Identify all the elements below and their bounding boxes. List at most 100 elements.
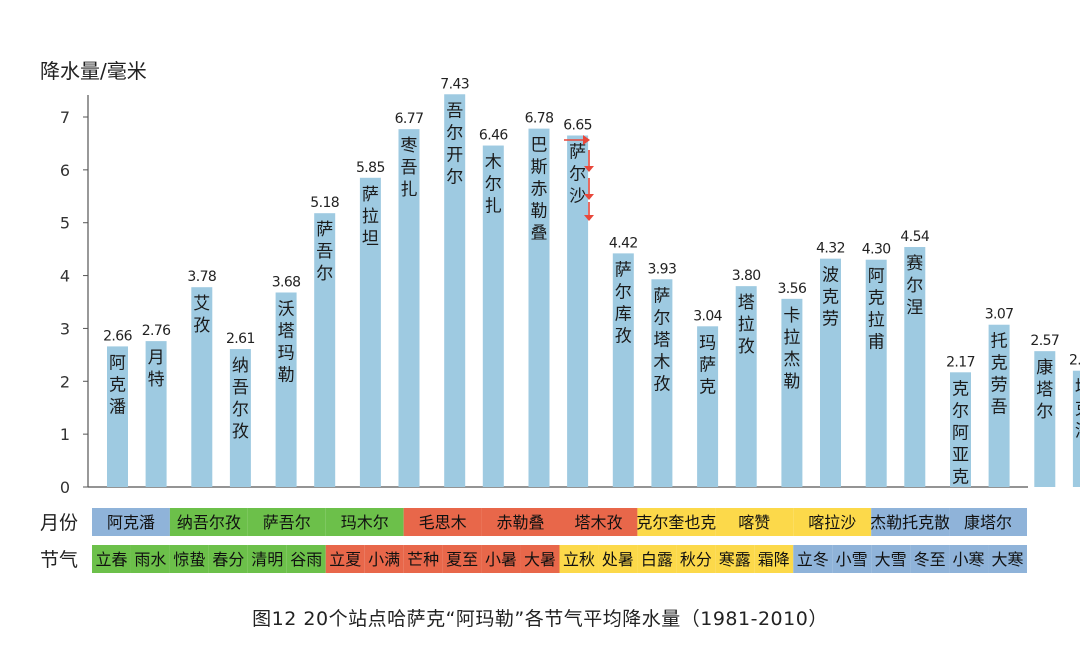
solar-term-cell-bg: [169, 545, 209, 573]
bar-category-label: 克: [952, 467, 969, 487]
month-cell-bg: [481, 508, 560, 536]
bar-value-label: 2.17: [946, 354, 975, 370]
bar-category-label: 克: [1075, 400, 1080, 420]
solar-term-cell: 大雪: [875, 550, 907, 569]
solar-term-cell-bg: [715, 545, 755, 573]
bar-category-label: 尔: [446, 167, 463, 187]
bar-category-label: 涅: [906, 298, 923, 318]
bar-category-label: 康: [1036, 358, 1053, 378]
solar-term-cell: 霜降: [758, 550, 790, 569]
arrow-head: [584, 166, 594, 172]
solar-term-cell: 秋分: [680, 550, 712, 569]
solar-term-cell: 小雪: [836, 550, 868, 569]
bar-category-label: 勒: [783, 372, 800, 392]
bar-category-label: 波: [822, 266, 839, 286]
bar-category-label: 萨: [699, 355, 716, 375]
bar-category-label: 萨: [362, 185, 379, 205]
solar-term-cell: 大暑: [524, 550, 556, 569]
bar-category-label: 纳: [232, 356, 249, 376]
bar-value-label: 6.78: [525, 111, 554, 127]
bar-category-label: 斯: [531, 158, 548, 178]
month-cell: 阿克潘: [107, 513, 155, 532]
y-tick-label: 1: [60, 425, 70, 444]
bar: [651, 279, 673, 487]
figure-caption: 图12 20个站点哈萨克“阿玛勒”各节气平均降水量（1981-2010）: [252, 608, 828, 630]
month-cell: 喀拉沙: [808, 513, 856, 532]
bar-category-label: 萨: [569, 143, 586, 163]
bar: [612, 253, 634, 487]
bar-value-label: 3.93: [648, 261, 677, 277]
bar-value-label: 2.76: [142, 323, 171, 339]
solar-term-cell: 白露: [641, 550, 673, 569]
bar-value-label: 4.42: [609, 235, 638, 251]
solar-term-cell: 立夏: [329, 550, 361, 569]
solar-term-cell: 谷雨: [290, 550, 322, 569]
solar-term-cell: 雨水: [134, 550, 166, 569]
bar-value-label: 7.43: [440, 76, 469, 92]
bar-category-label: 艾: [193, 294, 210, 314]
bar-category-label: 尔: [952, 401, 969, 421]
bar: [781, 298, 803, 487]
month-cell-bg: [793, 508, 872, 536]
month-cell-bg: [403, 508, 482, 536]
month-cell-bg: [92, 508, 170, 536]
bar-category-label: 尔: [906, 276, 923, 296]
bar-category-label: 尔: [615, 282, 632, 302]
y-tick-label: 2: [60, 372, 70, 391]
bar-category-label: 开: [446, 145, 463, 165]
bar: [697, 326, 719, 487]
solar-term-cell: 清明: [251, 550, 283, 569]
month-cell-bg: [715, 508, 794, 536]
month-cell-bg: [637, 508, 716, 536]
bar-category-label: 萨: [615, 260, 632, 280]
bar: [1072, 370, 1080, 487]
bar-category-label: 克: [109, 375, 126, 395]
bar-category-label: 潘: [1075, 422, 1080, 442]
month-cell: 玛木尔: [341, 513, 389, 532]
bar-category-label: 阿: [868, 267, 885, 287]
bar-category-label: 劳: [991, 376, 1008, 396]
bar: [359, 177, 381, 488]
bar-category-label: 玛: [699, 333, 716, 353]
solar-term-cell-bg: [520, 545, 560, 573]
bar: [191, 287, 213, 487]
bar: [275, 292, 297, 487]
bar-category-label: 赤: [531, 180, 548, 200]
solar-term-cell: 小满: [368, 550, 400, 569]
solar-term-cell: 春分: [212, 550, 244, 569]
bar-category-label: 克: [699, 377, 716, 397]
month-cell: 纳吾尔孜: [177, 513, 241, 532]
solar-term-cell: 惊蛰: [173, 550, 205, 569]
solar-term-cell-bg: [754, 545, 794, 573]
month-cell-bg: [247, 508, 326, 536]
y-tick-label: 3: [60, 319, 70, 338]
month-cell: 萨吾尔: [263, 513, 311, 532]
solar-term-cell-bg: [559, 545, 599, 573]
bar-category-label: 勒: [531, 202, 548, 222]
bar: [444, 94, 466, 488]
bar-category-label: 吾: [232, 378, 249, 398]
solar-term-cell: 冬至: [914, 550, 946, 569]
bar-value-label: 2.20: [1069, 353, 1080, 369]
bar-category-label: 拉: [362, 207, 379, 227]
bar-category-label: 卡: [783, 306, 800, 326]
month-cell: 康塔尔: [964, 513, 1012, 532]
arrow-head: [583, 135, 590, 145]
bar: [988, 324, 1010, 487]
y-tick-label: 5: [60, 214, 70, 233]
bar-category-label: 沃: [278, 299, 295, 319]
bar-value-label: 2.57: [1030, 333, 1059, 349]
bar-category-label: 克: [952, 379, 969, 399]
bar: [482, 145, 504, 488]
solar-term-cell-bg: [403, 545, 443, 573]
bar: [528, 128, 550, 487]
bar-category-label: 拉: [783, 328, 800, 348]
bar-category-label: 吾: [991, 398, 1008, 418]
month-row-label: 月份: [40, 512, 78, 534]
bar-category-label: 尔: [232, 400, 249, 420]
bar-category-label: 亚: [952, 445, 969, 465]
solar-term-cell-bg: [988, 545, 1027, 573]
solar-term-cell-bg: [949, 545, 989, 573]
bar-category-label: 巴: [531, 136, 548, 156]
y-axis-label: 降水量/毫米: [40, 59, 147, 83]
